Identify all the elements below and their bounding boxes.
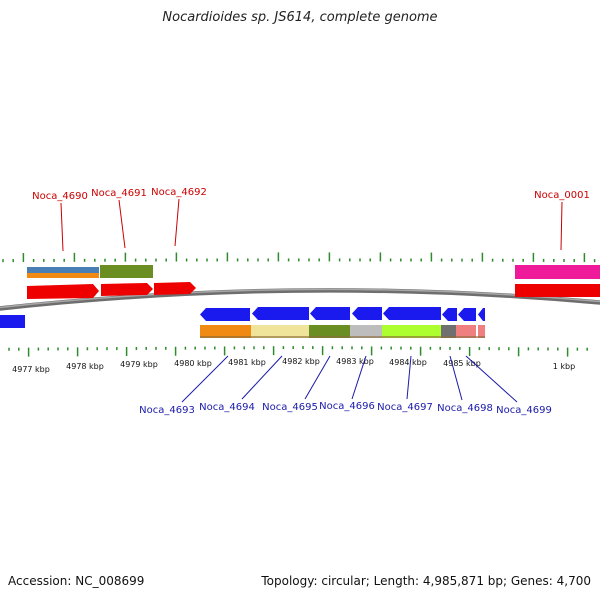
kbp-label: 4979 kbp (120, 360, 158, 369)
feature-olive (100, 265, 153, 278)
kbp-label: 4984 kbp (389, 358, 427, 367)
leader-line (60, 202, 64, 252)
leader-line (351, 355, 367, 400)
gene-labels: Noca_4690 Noca_4691 Noca_4692 Noca_0001 Noca… (32, 187, 590, 416)
upper-features-right (515, 265, 600, 297)
kbp-label: 4980 kbp (174, 359, 212, 368)
feature-magenta (515, 265, 600, 279)
feature-blue-left (0, 315, 25, 328)
kbp-label: 4985 kbp (443, 359, 481, 368)
leader-line (406, 355, 412, 400)
tick-row-top (2, 252, 596, 263)
gene-label-bottom: Noca_4696 (319, 401, 375, 412)
feature-red-right (515, 284, 600, 297)
genome-title: Nocardioides sp. JS614, complete genome (162, 10, 438, 25)
gene-label-bottom: Noca_4693 (139, 405, 195, 416)
lower-feature-band (200, 325, 485, 338)
accession-text: Accession: NC_008699 (8, 574, 145, 588)
lower-blue-arrows (200, 307, 485, 321)
leader-line (304, 355, 331, 400)
kbp-label: 4977 kbp (12, 365, 50, 374)
kbp-label: 4981 kbp (228, 358, 266, 367)
gene-label-top: Noca_0001 (534, 190, 590, 201)
gene-label-bottom: Noca_4699 (496, 405, 552, 416)
leader-line (449, 355, 463, 401)
kbp-label: 4982 kbp (282, 357, 320, 366)
leader-line (241, 355, 283, 400)
feature-red-arrow-2 (101, 283, 153, 296)
feature-steelblue (27, 267, 99, 273)
leader-line (174, 198, 180, 247)
kbp-label: 4978 kbp (66, 362, 104, 371)
gene-label-bottom: Noca_4694 (199, 402, 255, 413)
topology-text: Topology: circular; Length: 4,985,871 bp… (261, 574, 591, 588)
gene-label-bottom: Noca_4698 (437, 403, 493, 414)
gene-label-bottom: Noca_4697 (377, 402, 433, 413)
kbp-scale-labels: 4977 kbp 4978 kbp 4979 kbp 4980 kbp 4981 kbp… (12, 357, 575, 374)
leader-line (181, 355, 229, 403)
gene-label-top: Noca_4690 (32, 191, 88, 202)
gene-label-top: Noca_4691 (91, 188, 147, 199)
kbp-label: 1 kbp (553, 362, 575, 371)
feature-orange-thin (27, 273, 99, 278)
gene-label-leaders (60, 198, 563, 403)
upper-features-left (27, 265, 196, 299)
gene-label-bottom: Noca_4695 (262, 402, 318, 413)
tick-row-bottom (8, 346, 588, 357)
feature-red-arrow-1 (27, 284, 99, 299)
gene-label-top: Noca_4692 (151, 187, 207, 198)
leader-line (465, 355, 518, 403)
kbp-label: 4983 kbp (336, 357, 374, 366)
leader-line (118, 199, 126, 249)
feature-red-arrow-3 (154, 282, 196, 295)
leader-line (560, 201, 563, 251)
